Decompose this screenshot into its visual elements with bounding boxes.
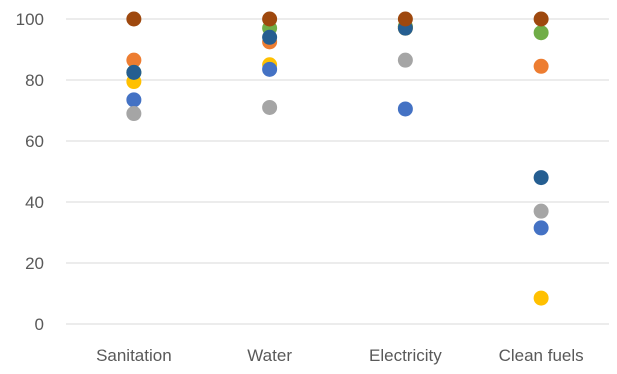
data-point: [126, 64, 142, 80]
data-point: [126, 92, 142, 108]
x-tick-label: Electricity: [369, 346, 442, 365]
y-tick-label: 60: [25, 132, 44, 151]
data-point: [262, 99, 278, 115]
data-point: [533, 170, 549, 186]
y-tick-label: 20: [25, 254, 44, 273]
data-point: [533, 58, 549, 74]
data-point: [126, 52, 142, 68]
x-tick-label: Sanitation: [96, 346, 172, 365]
data-point: [533, 25, 549, 41]
x-tick-label: Clean fuels: [499, 346, 584, 365]
y-tick-label: 40: [25, 193, 44, 212]
data-point: [533, 203, 549, 219]
data-point: [397, 101, 413, 117]
gridlines: [66, 18, 609, 264]
y-tick-label: 0: [35, 315, 44, 334]
data-point: [262, 29, 278, 45]
data-points: [126, 11, 549, 306]
x-tick-labels: Sanitation Water Electricity Clean fuels: [96, 346, 584, 365]
data-point: [126, 11, 142, 27]
data-point: [533, 220, 549, 236]
data-point: [533, 11, 549, 27]
data-point: [397, 11, 413, 27]
data-point: [533, 290, 549, 306]
y-tick-label: 80: [25, 71, 44, 90]
y-tick-label: 100: [16, 10, 44, 29]
data-point: [397, 52, 413, 68]
x-tick-label: Water: [247, 346, 292, 365]
data-point: [262, 11, 278, 27]
data-point: [126, 106, 142, 122]
y-tick-labels: 0 20 40 60 80 100: [16, 10, 44, 334]
data-point: [262, 61, 278, 77]
